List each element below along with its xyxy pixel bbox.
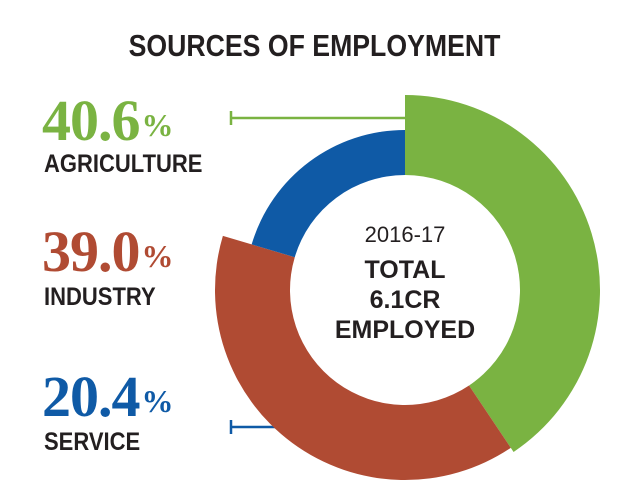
percent-sign: % [141,383,174,419]
percent-sign: % [141,107,174,143]
slice-service [251,130,405,258]
percent-sign: % [141,238,174,274]
center-employed: EMPLOYED [335,316,475,344]
center-amount: 6.1CR [370,286,441,314]
agriculture-percent: 40.6% [42,92,174,154]
service-percent: 20.4% [42,368,174,430]
agriculture-label: AGRICULTURE [44,150,203,178]
slice-industry [214,235,511,481]
industry-value: 39.0 [42,219,140,284]
center-year: 2016-17 [365,222,446,247]
service-label: SERVICE [44,428,141,456]
service-value: 20.4 [42,364,140,429]
industry-percent: 39.0% [42,223,174,285]
agriculture-value: 40.6 [42,88,140,153]
donut-slices [214,95,601,481]
chart-title: SOURCES OF EMPLOYMENT [128,28,501,63]
center-total: TOTAL [364,256,445,284]
slice-agriculture [405,95,601,452]
industry-label: INDUSTRY [44,283,156,311]
